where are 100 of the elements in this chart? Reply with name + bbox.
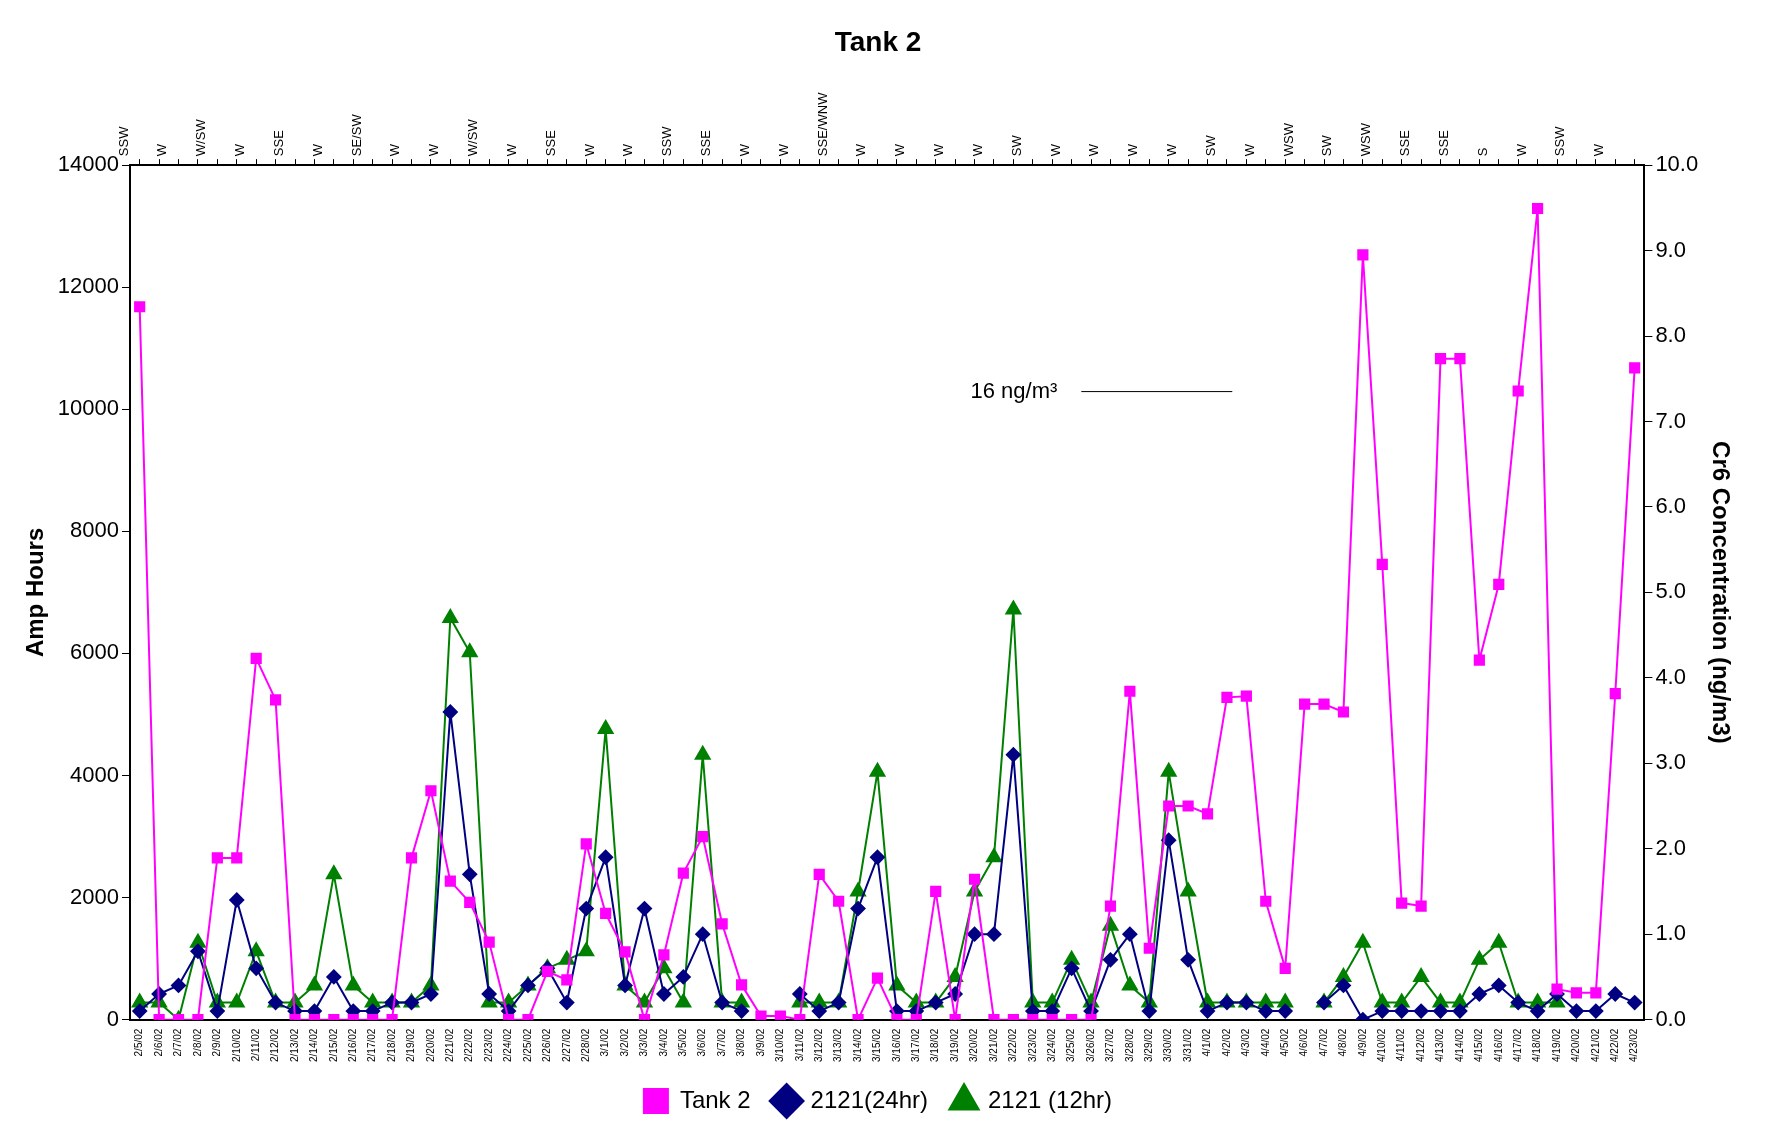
x-tick-label: 3/26/02 [1084, 1028, 1096, 1063]
y-tick-label: 6000 [70, 639, 119, 665]
x-tick-label: 4/10/02 [1376, 1028, 1388, 1063]
text: W [387, 143, 403, 157]
text: W [232, 143, 248, 157]
text: SE/SW [348, 113, 364, 157]
x-tick-label: 4/8/02 [1337, 1028, 1349, 1057]
text: W [503, 143, 519, 157]
x-tick-label: 2/22/02 [463, 1028, 475, 1063]
legend-label: 2121(24hr) [810, 1085, 929, 1113]
x-tick-label: 4/21/02 [1589, 1028, 1601, 1063]
x-tick-label: 4/16/02 [1492, 1028, 1504, 1063]
text: W [1513, 143, 1529, 157]
x-tick-label: 3/21/02 [987, 1028, 999, 1063]
x-tick-label: 3/3/02 [638, 1028, 650, 1057]
x-tick-label: 3/28/02 [1123, 1028, 1135, 1063]
text: S [1474, 147, 1490, 157]
text: WSW [1358, 122, 1374, 157]
x-tick-label: 4/13/02 [1434, 1028, 1446, 1063]
text: W [853, 143, 869, 157]
legend-label: 2121 (12hr) [988, 1085, 1113, 1113]
text: SSE [270, 129, 286, 157]
x-tick-label: 2/9/02 [211, 1028, 223, 1057]
x-tick-label: 4/12/02 [1414, 1028, 1426, 1063]
x-tick-label: 2/18/02 [385, 1028, 397, 1063]
y2-tick-label: 0.0 [1655, 1005, 1686, 1031]
x-tick-label: 2/7/02 [172, 1028, 184, 1057]
x-tick-label: 3/18/02 [929, 1028, 941, 1063]
text: SSE/WNW [814, 91, 830, 157]
text: W [581, 143, 597, 157]
y2-tick-label: 10.0 [1655, 151, 1699, 177]
y-axis-title: Amp Hours [21, 527, 49, 658]
x-tick-label: 3/11/02 [793, 1028, 805, 1062]
legend-label: Tank 2 [679, 1085, 751, 1113]
x-tick-label: 3/17/02 [910, 1028, 922, 1063]
text: SW [1319, 134, 1335, 157]
x-tick-label: 4/19/02 [1550, 1028, 1562, 1063]
x-tick-label: 3/14/02 [851, 1028, 863, 1063]
text: W [1164, 143, 1180, 157]
y2-tick-label: 9.0 [1655, 236, 1686, 262]
x-tick-label: 3/15/02 [871, 1028, 883, 1063]
x-tick-label: 3/23/02 [1026, 1028, 1038, 1063]
x-tick-label: 3/1/02 [599, 1028, 611, 1057]
x-tick-label: 3/31/02 [1181, 1028, 1193, 1063]
x-tick-label: 2/10/02 [230, 1028, 242, 1063]
text: SW [1202, 134, 1218, 157]
x-tick-label: 2/24/02 [502, 1028, 514, 1063]
x-tick-label: 2/21/02 [444, 1028, 456, 1063]
y2-axis-title: Cr6 Concentration (ng/m3) [1707, 441, 1735, 744]
x-tick-label: 4/23/02 [1628, 1028, 1640, 1063]
x-tick-label: 2/27/02 [560, 1028, 572, 1063]
y2-tick-label: 3.0 [1655, 749, 1686, 775]
text: SSE [542, 129, 558, 157]
x-tick-label: 4/11/02 [1395, 1028, 1407, 1062]
y-tick-label: 2000 [70, 883, 119, 909]
text: SSW [1552, 125, 1568, 157]
text: SSW [659, 125, 675, 157]
x-tick-label: 3/22/02 [1007, 1028, 1019, 1063]
x-tick-label: 3/12/02 [812, 1028, 824, 1063]
x-tick-label: 4/17/02 [1511, 1028, 1523, 1063]
x-tick-label: 3/25/02 [1065, 1028, 1077, 1063]
y-tick-label: 10000 [57, 395, 119, 421]
x-tick-label: 3/10/02 [774, 1028, 786, 1063]
x-tick-label: 2/12/02 [269, 1028, 281, 1063]
x-tick-label: 2/16/02 [347, 1028, 358, 1063]
x-tick-label: 2/13/02 [288, 1028, 300, 1063]
x-tick-label: 2/14/02 [308, 1028, 320, 1063]
x-tick-label: 4/15/02 [1473, 1028, 1485, 1063]
y2-tick-label: 6.0 [1655, 493, 1686, 519]
x-tick-label: 3/9/02 [754, 1028, 766, 1057]
text: SSE [1435, 129, 1451, 157]
x-tick-label: 4/7/02 [1317, 1028, 1329, 1057]
y2-tick-label: 2.0 [1655, 834, 1686, 860]
x-tick-label: 2/28/02 [579, 1028, 591, 1063]
y-tick-label: 8000 [70, 517, 119, 543]
text: W [1591, 143, 1607, 157]
text: SSE [698, 129, 714, 157]
y-tick-label: 12000 [57, 273, 119, 299]
text: WSW [1280, 122, 1296, 157]
y2-tick-label: 5.0 [1655, 578, 1686, 604]
x-tick-label: 3/8/02 [735, 1028, 747, 1057]
x-tick-label: 2/23/02 [482, 1028, 494, 1063]
x-tick-label: 4/2/02 [1220, 1028, 1232, 1057]
x-tick-label: 2/20/02 [424, 1028, 436, 1063]
x-tick-label: 2/25/02 [521, 1028, 533, 1063]
x-tick-label: 3/4/02 [657, 1028, 669, 1057]
y2-tick-label: 4.0 [1655, 663, 1686, 689]
x-tick-label: 4/22/02 [1609, 1028, 1621, 1063]
y-tick-label: 4000 [70, 761, 119, 787]
x-tick-label: 4/18/02 [1531, 1028, 1543, 1063]
x-tick-label: 3/20/02 [968, 1028, 980, 1063]
annotation: 16 ng/m³ [970, 377, 1058, 403]
text: W [309, 143, 325, 157]
x-tick-label: 3/13/02 [832, 1028, 844, 1063]
text: W [154, 143, 170, 157]
x-tick-label: 4/3/02 [1240, 1028, 1252, 1057]
x-tick-label: 4/14/02 [1453, 1028, 1465, 1063]
x-tick-label: 2/11/02 [249, 1028, 261, 1062]
x-tick-label: 3/6/02 [696, 1028, 708, 1057]
x-tick-label: 4/4/02 [1259, 1028, 1271, 1057]
